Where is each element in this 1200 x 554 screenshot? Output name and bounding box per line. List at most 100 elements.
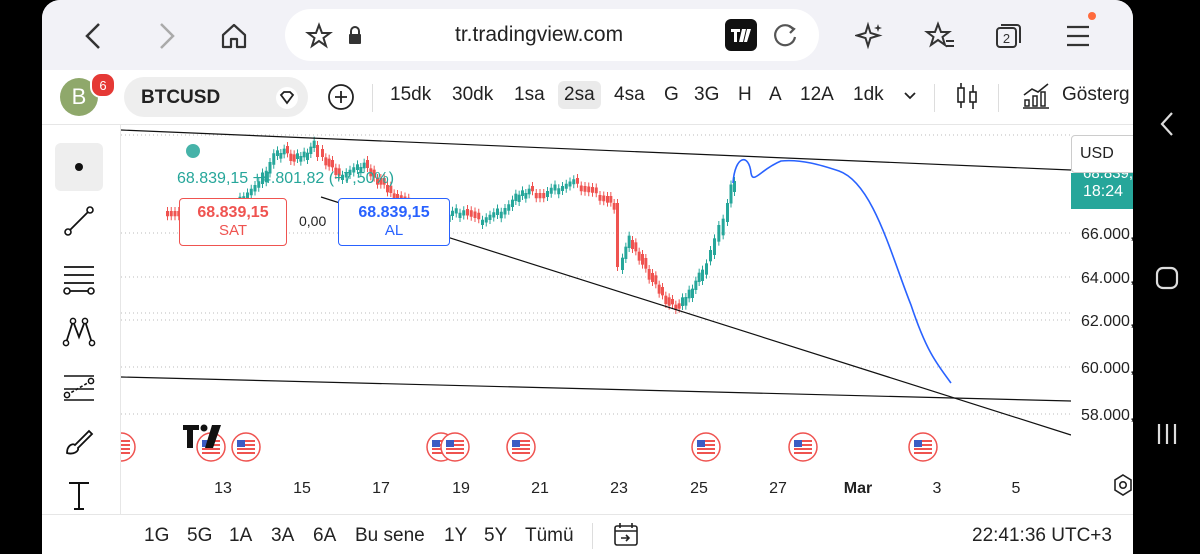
tradingview-site-icon[interactable] bbox=[725, 19, 757, 56]
support-line[interactable] bbox=[120, 376, 1072, 402]
nav-back-icon[interactable] bbox=[1147, 104, 1187, 144]
candle-body bbox=[664, 295, 668, 304]
chart-toolbar: B 6 BTCUSD 15dk 30dk 1sa 2sa 4sa G 3G H … bbox=[42, 70, 1133, 125]
timeframe-4sa[interactable]: 4sa bbox=[614, 84, 645, 105]
nav-recents-icon[interactable] bbox=[1147, 414, 1187, 454]
timeframe-2sa[interactable]: 2sa bbox=[558, 81, 601, 109]
sparkle-icon[interactable] bbox=[848, 14, 892, 58]
range-6a[interactable]: 6A bbox=[313, 525, 337, 546]
range-3a[interactable]: 3A bbox=[271, 525, 295, 546]
candle-body bbox=[621, 257, 624, 270]
x-tick-label: 21 bbox=[531, 480, 549, 497]
timeframe-h[interactable]: H bbox=[738, 84, 752, 105]
projection-curve[interactable] bbox=[732, 159, 952, 384]
candle-body bbox=[717, 225, 721, 242]
go-to-date-icon[interactable] bbox=[612, 521, 640, 554]
x-tick-label: 25 bbox=[690, 480, 708, 497]
candle-body bbox=[602, 195, 606, 202]
upper-trendline[interactable] bbox=[120, 129, 1072, 171]
x-tick-label: 23 bbox=[610, 480, 628, 497]
divider bbox=[934, 84, 935, 112]
text-tool-icon[interactable] bbox=[55, 471, 103, 519]
price-chart[interactable]: 66.000,00 64.000,00 62.000,00 60.000,00 58.0… bbox=[106, 125, 1133, 525]
range-bu-sene[interactable]: Bu sene bbox=[355, 525, 425, 546]
range-1a[interactable]: 1A bbox=[229, 525, 253, 546]
tabs-icon[interactable]: 2 bbox=[986, 14, 1030, 58]
indicators-label[interactable]: Gösterg bbox=[1062, 84, 1130, 105]
notification-count: 6 bbox=[99, 77, 107, 93]
range-5g[interactable]: 5G bbox=[187, 525, 213, 546]
candle-body bbox=[587, 186, 591, 193]
timeframe-1sa[interactable]: 1sa bbox=[514, 84, 545, 105]
prediction-tool-icon[interactable] bbox=[55, 363, 103, 411]
candle-body bbox=[492, 212, 496, 218]
candles-icon[interactable] bbox=[954, 80, 980, 117]
address-bar[interactable]: tr.tradingview.com bbox=[285, 9, 819, 61]
indicators-icon[interactable] bbox=[1020, 81, 1052, 116]
last-price-badge: 68.839,15 18:24 bbox=[1071, 173, 1133, 209]
us-event-flag-icon[interactable] bbox=[106, 432, 136, 462]
back-icon[interactable] bbox=[72, 14, 116, 58]
timeframe-3g[interactable]: 3G bbox=[694, 84, 720, 105]
timeframe-30dk[interactable]: 30dk bbox=[452, 84, 494, 105]
x-tick-label: 19 bbox=[452, 480, 470, 497]
chart-settings-icon[interactable] bbox=[1111, 473, 1133, 502]
clock-timezone[interactable]: 22:41:36 UTC+3 bbox=[972, 525, 1112, 546]
y-tick-label: 58.000,00 bbox=[1081, 407, 1133, 424]
home-icon[interactable] bbox=[212, 14, 256, 58]
candle-body bbox=[524, 193, 528, 199]
trend-line-tool-icon[interactable] bbox=[55, 197, 103, 245]
candle-body bbox=[382, 178, 386, 185]
timeframe-g[interactable]: G bbox=[664, 84, 679, 105]
range-5y[interactable]: 5Y bbox=[484, 525, 508, 546]
us-event-flag-icon[interactable] bbox=[788, 432, 818, 462]
bookmarks-icon[interactable] bbox=[918, 14, 962, 58]
candle-body bbox=[606, 196, 609, 203]
fib-levels-tool-icon[interactable] bbox=[55, 253, 103, 301]
pattern-tool-icon[interactable] bbox=[55, 307, 103, 355]
candle-body bbox=[348, 169, 352, 175]
us-event-flag-icon[interactable] bbox=[440, 432, 470, 462]
range-1y[interactable]: 1Y bbox=[444, 525, 468, 546]
us-event-flag-icon[interactable] bbox=[231, 432, 261, 462]
us-event-flag-icon[interactable] bbox=[908, 432, 938, 462]
candle-body bbox=[644, 258, 648, 269]
reload-icon[interactable] bbox=[771, 21, 799, 54]
candle-body bbox=[466, 209, 469, 216]
add-symbol-icon[interactable] bbox=[326, 82, 356, 117]
range-1g[interactable]: 1G bbox=[144, 525, 170, 546]
currency-select[interactable]: USD bbox=[1071, 135, 1133, 173]
sell-price: 68.839,15 bbox=[197, 204, 269, 221]
timeframe-1dk[interactable]: 1dk bbox=[853, 84, 884, 105]
candle-body bbox=[331, 160, 334, 168]
diamond-icon[interactable] bbox=[274, 85, 300, 116]
candle-body bbox=[289, 153, 293, 161]
range-tumu[interactable]: Tümü bbox=[525, 525, 574, 546]
candle-body bbox=[246, 192, 249, 199]
bookmark-star-icon[interactable] bbox=[305, 22, 333, 55]
symbol-search[interactable]: BTCUSD bbox=[124, 77, 308, 117]
buy-button[interactable]: 68.839,15 AL bbox=[338, 198, 450, 246]
candle-body bbox=[366, 160, 369, 168]
timeframe-a[interactable]: A bbox=[769, 84, 782, 105]
candle-body bbox=[616, 203, 619, 267]
us-event-flag-icon[interactable] bbox=[691, 432, 721, 462]
us-event-flag-icon[interactable] bbox=[506, 432, 536, 462]
brush-tool-icon[interactable] bbox=[55, 417, 103, 465]
nav-home-icon[interactable] bbox=[1147, 258, 1187, 298]
sell-button[interactable]: 68.839,15 SAT bbox=[179, 198, 287, 246]
candle-body bbox=[521, 190, 524, 196]
menu-icon[interactable] bbox=[1056, 12, 1100, 58]
chevron-down-icon[interactable] bbox=[902, 89, 918, 107]
tradingview-logo-icon bbox=[183, 424, 221, 448]
candle-body bbox=[503, 208, 507, 215]
chart-area[interactable]: 66.000,00 64.000,00 62.000,00 60.000,00 58.0… bbox=[106, 125, 1133, 525]
candle-body bbox=[177, 211, 181, 217]
candle-body bbox=[312, 140, 316, 148]
cursor-dot-tool[interactable] bbox=[55, 143, 103, 191]
timeframe-15dk[interactable]: 15dk bbox=[390, 84, 432, 105]
candle-body bbox=[637, 251, 641, 261]
forward-icon[interactable] bbox=[144, 14, 188, 58]
candle-body bbox=[473, 211, 477, 218]
timeframe-12a[interactable]: 12A bbox=[800, 84, 834, 105]
